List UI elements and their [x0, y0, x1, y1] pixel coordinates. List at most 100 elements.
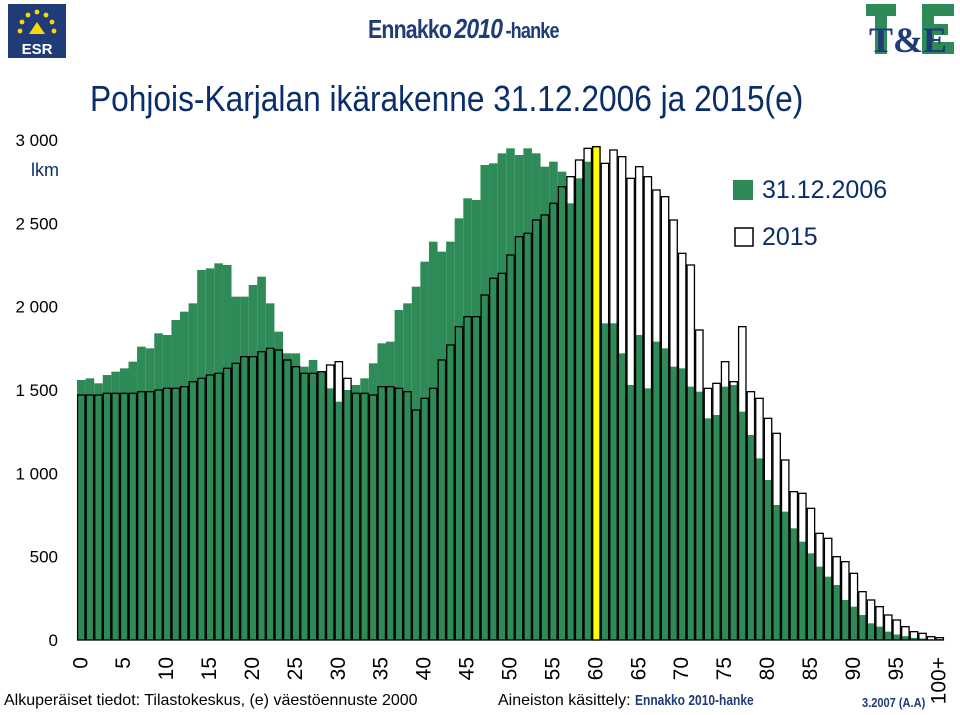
bar-2006-age-47 — [480, 165, 490, 640]
bar-2006-age-40 — [420, 261, 429, 640]
bar-2006-age-84 — [798, 541, 807, 640]
x-tick-label: 75 — [713, 657, 736, 680]
bar-2006-age-43 — [446, 241, 455, 640]
svg-text:T&E: T&E — [869, 20, 947, 58]
legend-label-2006: 31.12.2006 — [762, 176, 887, 204]
bar-2006-age-69 — [669, 366, 678, 640]
bar-2006-age-34 — [368, 363, 378, 640]
bar-2015-age-82 — [780, 459, 790, 641]
bar-2015-age-90 — [849, 572, 859, 641]
bar-2015-age-20 — [248, 356, 258, 641]
bar-2006-age-79 — [755, 458, 764, 640]
y-axis-label: lkm — [31, 160, 59, 180]
x-tick-label: 45 — [456, 657, 479, 680]
bar-2015-age-87 — [823, 537, 833, 641]
bar-2006-age-54 — [540, 166, 550, 640]
bar-2006-age-75 — [720, 386, 730, 640]
bar-2006-age-19 — [240, 296, 249, 640]
bar-2006-age-5 — [119, 368, 129, 640]
bar-2006-age-8 — [145, 348, 155, 640]
bar-2015-age-36 — [385, 386, 395, 641]
y-tick-label: 2 500 — [15, 214, 58, 233]
svg-text:ESR: ESR — [22, 41, 53, 58]
x-tick-label: 60 — [584, 657, 607, 680]
bar-2006-age-38 — [403, 303, 412, 640]
bar-2006-age-80 — [763, 480, 773, 640]
bar-2015-age-23 — [274, 349, 284, 641]
bar-2006-age-37 — [394, 310, 404, 640]
legend-swatch-2015 — [734, 227, 754, 247]
bar-2006-age-81 — [772, 505, 781, 640]
bar-2006-age-96 — [901, 636, 910, 640]
bar-2006-age-36 — [386, 341, 395, 640]
x-tick-label: 5 — [112, 657, 135, 669]
bar-2015-age-67 — [652, 189, 661, 641]
bar-2006-age-89 — [840, 600, 850, 640]
bar-2006-age-56 — [557, 171, 567, 640]
bar-2006-age-13 — [188, 303, 198, 640]
bar-2015-age-62 — [609, 149, 618, 641]
x-tick-label: 90 — [842, 657, 865, 680]
bar-2006-age-32 — [351, 385, 361, 640]
bar-2006-age-57 — [566, 203, 575, 641]
bar-2006-age-39 — [411, 286, 421, 640]
ennakko-logo: Ennakko 2010 -hanke — [368, 13, 560, 44]
bar-2006-age-23 — [274, 331, 284, 640]
bar-2015-age-69 — [669, 219, 678, 641]
bar-2015-age-44 — [454, 326, 464, 641]
bar-2015-age-56 — [557, 186, 567, 641]
bar-2006-age-78 — [746, 435, 756, 640]
date-note: 3.2007 (A.A) — [862, 695, 926, 710]
bar-2015-age-68 — [660, 196, 670, 641]
bar-2015-age-21 — [257, 351, 266, 641]
bar-2006-age-72 — [695, 391, 704, 640]
bar-2015-age-32 — [351, 392, 361, 641]
bar-2006-age-98 — [918, 638, 927, 640]
bar-2006-age-29 — [325, 388, 335, 640]
bar-2006-age-9 — [154, 333, 163, 640]
x-tick-label: 15 — [198, 657, 221, 680]
bar-2015-age-2 — [94, 394, 103, 641]
bar-2006-age-41 — [428, 241, 438, 640]
x-tick-label: 50 — [499, 657, 522, 680]
bar-2006-age-58 — [574, 178, 584, 641]
bar-2015-age-14 — [197, 377, 206, 641]
bar-2006-age-24 — [283, 353, 292, 640]
bar-2015-age-85 — [806, 507, 816, 641]
bar-2015-age-51 — [514, 236, 524, 641]
bar-2015-age-9 — [154, 389, 163, 641]
bar-2006-age-26 — [300, 366, 309, 640]
bar-2015-age-55 — [549, 202, 558, 641]
bar-2015-age-8 — [145, 391, 155, 641]
bar-2015-age-77 — [737, 326, 747, 641]
bar-2006-age-22 — [265, 303, 275, 640]
bar-2006-age-86 — [815, 566, 824, 640]
bar-2015-age-98 — [918, 632, 927, 641]
bar-2006-age-63 — [617, 353, 627, 640]
bar-2006-age-91 — [858, 615, 867, 640]
legend-label-2015: 2015 — [762, 223, 818, 251]
bar-2015-age-88 — [832, 556, 842, 641]
bar-2015-age-15 — [205, 374, 215, 641]
y-tick-label: 1 500 — [15, 381, 58, 400]
bar-2015-age-47 — [480, 294, 490, 641]
bar-2006-age-66 — [643, 388, 653, 640]
bar-2006-age-12 — [180, 311, 189, 640]
bar-2015-age-25 — [291, 366, 301, 641]
x-tick-label: 20 — [241, 657, 264, 680]
bar-2006-age-25 — [291, 353, 301, 640]
bar-2006-age-64 — [626, 385, 635, 640]
bar-2006-age-74 — [712, 415, 721, 640]
bar-2015-age-26 — [300, 372, 309, 641]
bar-2015-age-46 — [471, 316, 481, 641]
bar-2015-age-76 — [729, 381, 739, 641]
bar-2015-age-54 — [540, 214, 550, 641]
bar-2015-age-12 — [179, 386, 189, 641]
bar-2006-age-55 — [549, 161, 558, 640]
bar-2006-age-16 — [214, 263, 223, 640]
x-tick-label: 95 — [885, 657, 908, 680]
bar-2006-age-28 — [317, 371, 326, 640]
bar-2006-age-44 — [454, 218, 464, 641]
legend-swatch-2006 — [733, 180, 753, 200]
bar-2006-age-17 — [222, 265, 232, 640]
